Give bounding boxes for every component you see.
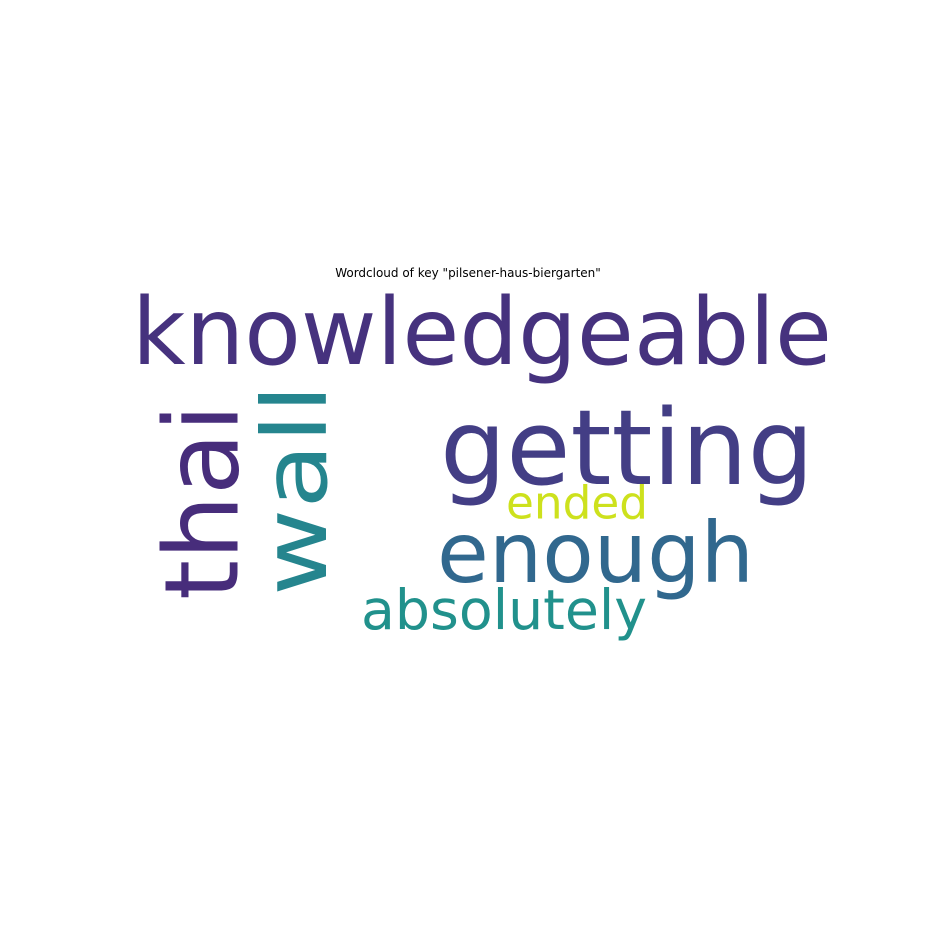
chart-title: Wordcloud of key "pilsener-haus-biergart… — [335, 266, 601, 280]
word-thai: thai — [144, 404, 263, 600]
word-ended: ended — [506, 477, 648, 530]
word-absolutely: absolutely — [361, 579, 647, 643]
word-wall: wall — [244, 384, 348, 596]
word-knowledgeable: knowledgeable — [132, 278, 832, 386]
word-getting: getting — [440, 387, 814, 509]
word-enough: enough — [437, 504, 754, 602]
